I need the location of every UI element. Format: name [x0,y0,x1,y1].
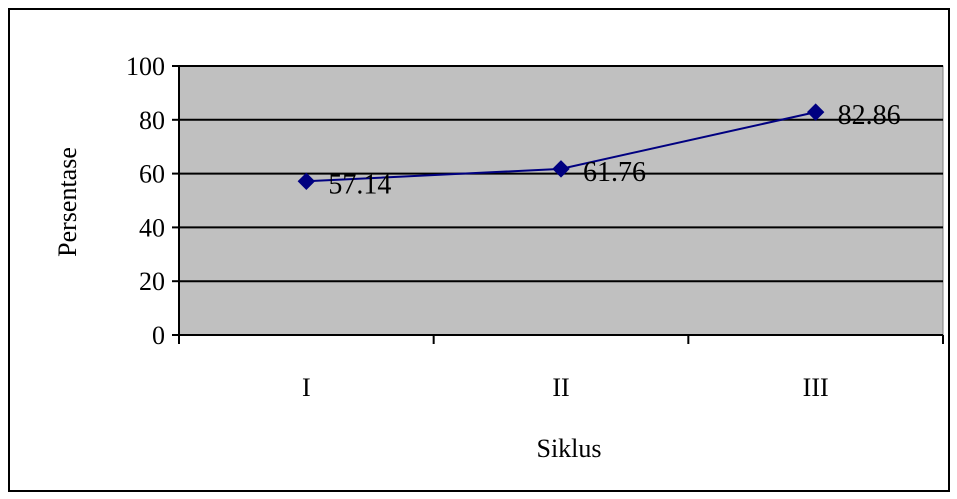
data-point-marker [297,172,316,191]
y-axis-title: Persentase [53,147,82,257]
data-label: 57.14 [328,169,391,200]
data-label: 82.86 [838,100,901,131]
data-point-marker [552,160,570,178]
x-tick-label: II [552,373,569,402]
y-tick-label: 60 [139,160,165,189]
y-tick-label: 80 [139,106,165,135]
y-tick-label: 20 [139,267,165,296]
y-tick-label: 100 [126,52,165,81]
x-tick-label: III [803,373,829,402]
x-axis-title: Siklus [536,434,601,463]
plot-area [178,65,944,336]
data-labels: 57.14 61.76 82.86 [328,100,900,200]
x-tick-label: I [302,373,311,402]
data-label: 61.76 [583,157,646,188]
y-tick-label: 0 [152,321,165,350]
y-axis: 0 20 40 60 80 100 [126,52,180,350]
x-axis: I II III [178,334,944,402]
data-point-marker [806,103,825,121]
series-line [297,103,825,191]
y-tick-label: 40 [139,213,165,242]
